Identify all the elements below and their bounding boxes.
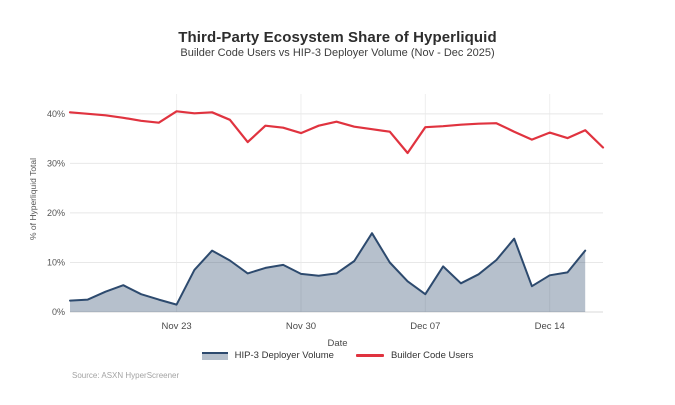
source-note: Source: ASXN HyperScreener: [72, 371, 180, 380]
svg-text:10%: 10%: [47, 257, 65, 267]
legend-label-hip3: HIP-3 Deployer Volume: [234, 350, 334, 361]
svg-text:Dec 07: Dec 07: [410, 321, 440, 332]
area-swatch-icon: [201, 351, 228, 360]
svg-text:Dec 14: Dec 14: [535, 321, 565, 332]
svg-text:20%: 20%: [47, 208, 65, 218]
svg-text:Nov 23: Nov 23: [162, 321, 192, 332]
chart-subtitle: Builder Code Users vs HIP-3 Deployer Vol…: [180, 47, 495, 59]
chart-title: Third-Party Ecosystem Share of Hyperliqu…: [178, 29, 497, 46]
svg-text:30%: 30%: [47, 158, 65, 168]
legend-label-builder: Builder Code Users: [390, 350, 474, 361]
svg-text:Nov 30: Nov 30: [286, 321, 316, 332]
svg-text:40%: 40%: [47, 109, 65, 119]
legend-item-builder-code-users: Builder Code Users: [355, 350, 474, 361]
svg-text:0%: 0%: [52, 307, 65, 317]
chart-legend: HIP-3 Deployer Volume Builder Code Users: [0, 350, 675, 361]
legend-item-hip3-deployer-volume: HIP-3 Deployer Volume: [201, 350, 334, 361]
x-axis-title: Date: [327, 338, 348, 349]
line-swatch-icon: [355, 354, 384, 357]
